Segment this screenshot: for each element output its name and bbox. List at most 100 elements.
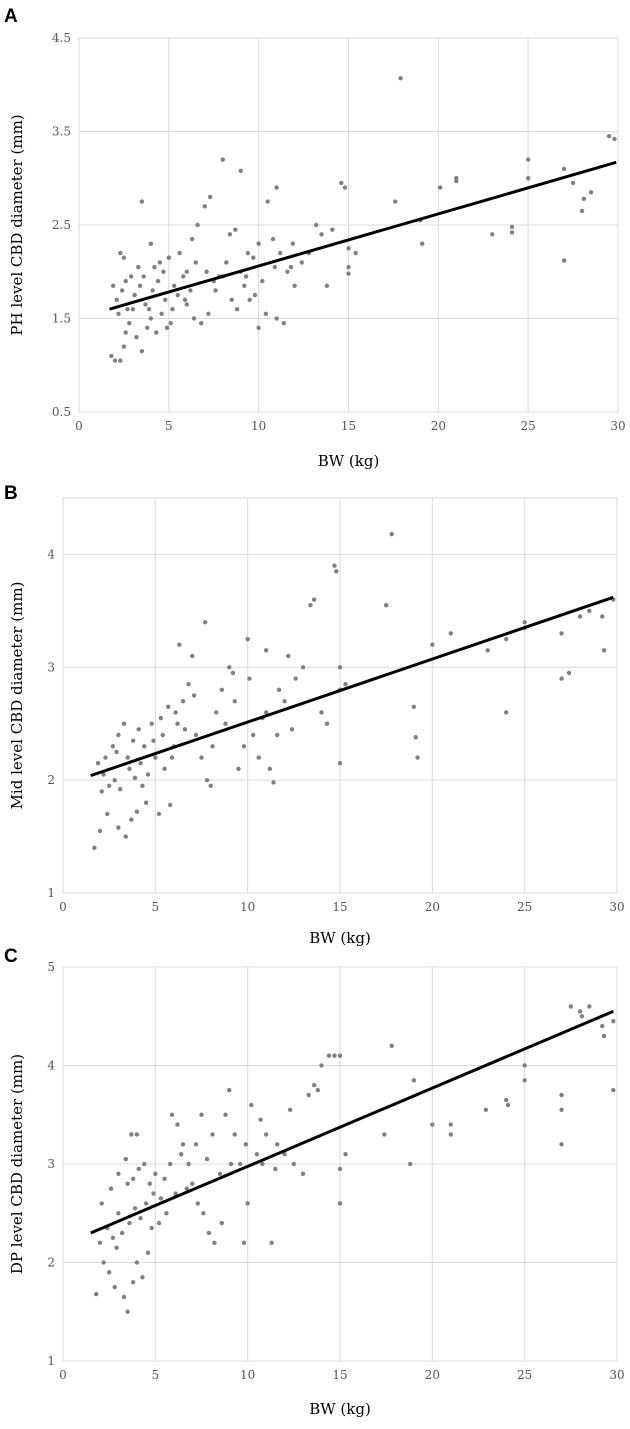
panel-a-data-point: [177, 250, 182, 256]
panel-a-data-point: [134, 335, 139, 340]
panel-b-data-point: [160, 732, 165, 738]
panel-b-data-point: [448, 631, 453, 636]
panel-b-data-point: [106, 783, 112, 788]
panel-b-x-tick-label: 30: [609, 900, 624, 914]
panel-c-data-point: [407, 1161, 413, 1167]
panel-a-y-axis-title: PH level CBD diameter (mm): [8, 114, 26, 335]
panel-c-data-point: [249, 1102, 254, 1108]
panel-c-data-point: [125, 1181, 130, 1186]
panel-b-trend-line: [90, 595, 614, 778]
panel-a-data-point: [525, 157, 531, 162]
panel-a-data-point: [184, 302, 189, 307]
panel-c-data-point: [212, 1240, 217, 1246]
panel-a-data-point: [191, 316, 197, 321]
panel-c-data-point: [180, 1142, 186, 1147]
panel-b-data-point: [232, 698, 237, 704]
panel-b-data-point: [230, 670, 236, 676]
panel-b-data-point: [411, 704, 417, 709]
panel-b-data-point: [522, 619, 527, 625]
panel-c-data-point: [114, 1245, 119, 1250]
panel-c-tick-labels: 0 5 10 15 20 25 30 1 2 3 4 5: [47, 960, 624, 1382]
panel-b-data-point: [308, 603, 313, 608]
panel-b-data-point: [256, 755, 261, 760]
panel-b-data-point: [116, 732, 121, 738]
panel-a-data-point: [193, 260, 198, 265]
panel-a-data-point: [155, 278, 161, 284]
panel-c-data-point: [130, 1176, 136, 1181]
panel-b-data-point: [241, 744, 247, 749]
panel-b-data-point: [204, 777, 210, 783]
panel-b-data-point: [153, 755, 158, 760]
panel-b-data-point: [151, 738, 156, 743]
panel-a-data-point: [346, 264, 351, 270]
panel-c-points: [94, 1004, 616, 1314]
panel-b-data-point: [319, 710, 324, 715]
panel-b-data-point: [227, 665, 232, 670]
panel-c-data-point: [162, 1176, 167, 1181]
panel-b-data-point: [177, 642, 182, 647]
panel-c-data-point: [219, 1220, 225, 1226]
panel-a-data-point: [245, 250, 251, 256]
panel-c-data-point: [448, 1122, 453, 1127]
panel-a-data-point: [274, 316, 279, 321]
panel-a-data-point: [229, 297, 234, 302]
panel-a-x-tick-label: 0: [75, 419, 83, 433]
panel-c-y-tick-label: 5: [47, 960, 55, 974]
panel-c-y-tick-label: 3: [47, 1157, 55, 1171]
panel-b-data-point: [116, 825, 121, 830]
panel-c-data-point: [123, 1156, 128, 1162]
panel-b-data-point: [190, 653, 195, 659]
panel-a-data-point: [260, 278, 265, 284]
panel-b-data-point: [140, 783, 145, 788]
panel-b-data-point: [208, 783, 213, 788]
panel-a-data-point: [238, 168, 243, 173]
panel-a-data-point: [278, 250, 283, 256]
panel-a-data-point: [148, 316, 154, 321]
panel-b-data-point: [337, 761, 343, 766]
panel-c-x-tick-label: 10: [240, 1368, 255, 1382]
panel-a-data-point: [182, 297, 188, 302]
panel-b-data-point: [156, 811, 162, 817]
panel-c-x-tick-label: 30: [609, 1368, 624, 1382]
panel-a-tick-labels: 0 5 10 15 20 25 30 0.5 1.5 2.5 3.5 4.5: [52, 31, 626, 433]
panel-b-x-tick-label: 5: [152, 900, 160, 914]
panel-b-data-point: [114, 749, 119, 755]
panel-b-data-point: [134, 809, 140, 814]
panel-c-data-point: [600, 1023, 605, 1029]
panel-label-c: C: [4, 946, 18, 967]
panel-a-data-point: [159, 311, 164, 317]
panel-b-data-point: [142, 744, 147, 749]
panel-b-data-point: [92, 845, 97, 851]
panel-a-data-point: [509, 230, 515, 235]
panel-b-data-point: [132, 775, 138, 781]
panel-c-data-point: [178, 1151, 184, 1157]
panel-c-data-point: [430, 1122, 435, 1127]
panel-c-data-point: [147, 1181, 152, 1186]
panel-c-data-point: [269, 1240, 274, 1246]
panel-a-data-point: [119, 288, 125, 293]
panel-a-data-point: [137, 283, 143, 288]
panel-a-data-point: [172, 283, 177, 288]
panel-c-x-tick-label: 5: [152, 1368, 160, 1382]
panel-a-data-point: [561, 166, 567, 172]
panel-c-data-point: [260, 1161, 265, 1167]
panel-b-data-point: [289, 727, 295, 732]
panel-a-data-point: [242, 283, 247, 288]
panel-b-data-point: [118, 786, 123, 792]
panel-b-x-tick-label: 0: [59, 900, 67, 914]
panel-c-data-point: [143, 1201, 149, 1206]
panel-c-data-point: [199, 1112, 204, 1117]
panel-a-data-point: [263, 311, 269, 317]
panel-a-data-point: [233, 227, 238, 232]
panel-a-data-point: [139, 199, 145, 204]
panel-c-data-point: [559, 1107, 564, 1113]
panel-b-data-point: [383, 603, 389, 608]
panel-a-data-point: [146, 306, 152, 312]
panel-label-a: A: [4, 6, 18, 27]
panel-a-data-point: [213, 288, 218, 293]
panel-b-data-point: [300, 665, 306, 670]
panel-c-data-point: [156, 1220, 162, 1226]
panel-b-data-point: [286, 653, 291, 659]
panel-b-data-point: [236, 766, 241, 772]
